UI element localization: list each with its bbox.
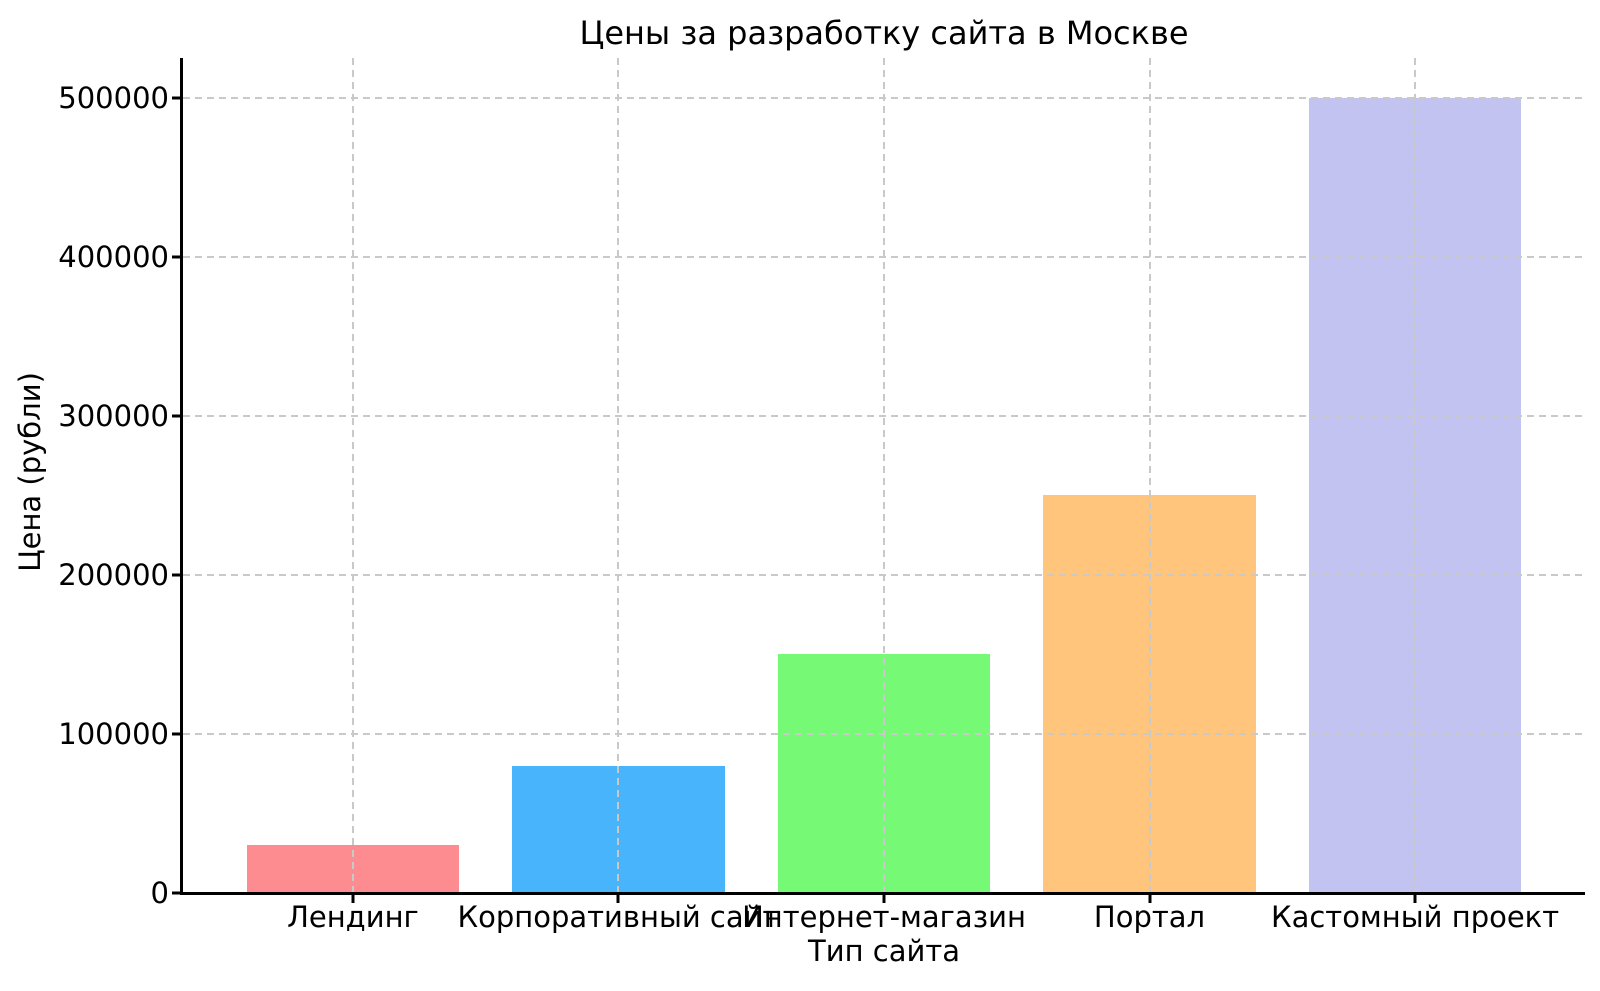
y-tick-label: 200000 <box>58 557 169 592</box>
x-tick-label: Лендинг <box>287 900 419 934</box>
gridline-vertical <box>883 58 885 893</box>
plot-area: 0 100000 200000 300000 400000 500000 Лендинг Ко… <box>58 58 1585 934</box>
x-tick-label: Кастомный проект <box>1270 900 1560 934</box>
x-tick-label: Портал <box>1093 900 1206 934</box>
x-tick-mark <box>616 895 620 903</box>
x-tick-label: Интернет-магазин <box>742 900 1026 934</box>
y-axis-spine <box>180 58 183 894</box>
x-tick-mark <box>1148 895 1152 903</box>
y-tick-label: 300000 <box>58 398 169 433</box>
x-tick-label: Корпоративный сайт <box>457 900 780 934</box>
y-tick-label: 0 <box>150 876 169 910</box>
y-tick-mark <box>172 96 180 100</box>
x-tick-mark <box>351 895 355 903</box>
x-tick-mark <box>1413 895 1417 903</box>
y-tick-mark <box>172 891 180 895</box>
y-tick-mark <box>172 414 180 418</box>
gridline-vertical <box>1414 58 1417 893</box>
y-tick-label: 100000 <box>58 716 169 751</box>
y-tick-mark <box>172 255 180 259</box>
x-axis-spine <box>180 892 1585 895</box>
x-tick-mark <box>882 895 886 903</box>
y-tick-mark <box>172 573 180 577</box>
gridline-vertical <box>617 58 620 893</box>
y-tick-mark <box>172 732 180 736</box>
x-axis-label: Тип сайта <box>808 934 960 968</box>
y-tick-label: 400000 <box>58 239 169 274</box>
chart-title: Цены за разработку сайта в Москве <box>579 14 1189 52</box>
y-tick-label: 500000 <box>58 80 169 115</box>
gridline-vertical <box>1148 58 1151 893</box>
gridline-vertical <box>351 58 354 893</box>
